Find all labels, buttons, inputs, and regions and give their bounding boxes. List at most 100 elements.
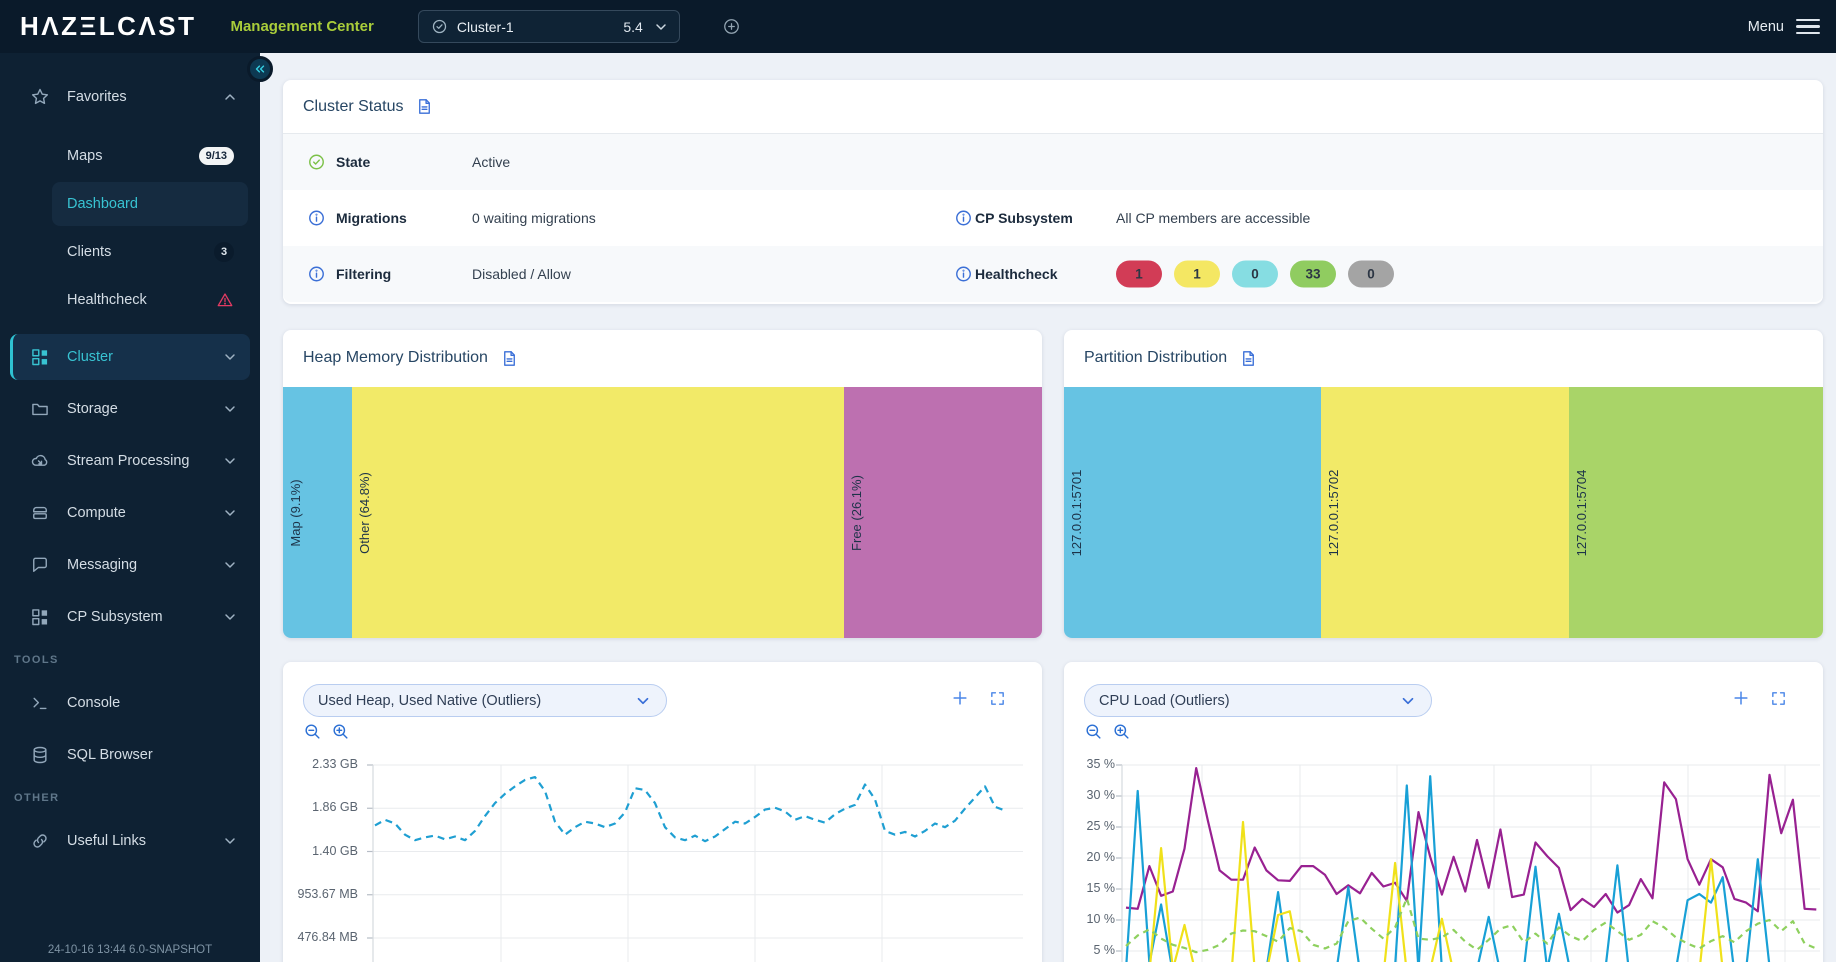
state-value: Active <box>472 154 510 170</box>
docs-link-icon[interactable] <box>1239 349 1258 368</box>
sidebar-item-label: Storage <box>67 401 222 417</box>
app-root: HΛZΞLCΛST Management Center Cluster-1 5.… <box>0 0 1836 962</box>
heap-distribution-bar: Map (9.1%)Other (64.8%) Free (26.1%) <box>283 387 1042 638</box>
sidebar-item-label: Useful Links <box>67 833 222 849</box>
sidebar-item-messaging[interactable]: Messaging <box>10 542 250 588</box>
chevron-down-icon <box>1399 692 1417 710</box>
sidebar-item-label: Favorites <box>67 89 222 105</box>
folder-icon <box>30 399 50 419</box>
fullscreen-icon[interactable] <box>989 690 1006 707</box>
cp-subsystem-value: All CP members are accessible <box>1116 210 1310 226</box>
sidebar-item-label: CP Subsystem <box>67 609 222 625</box>
healthcheck-count-badge: 33 <box>1290 261 1336 288</box>
sidebar-item-label: Stream Processing <box>67 453 222 469</box>
bar-segment: Other (64.8%) <box>352 387 844 638</box>
y-axis-tick-label: 35 % <box>1069 757 1115 771</box>
bar-segment-label: 127.0.0.1:5702 <box>1326 469 1341 556</box>
version-footer: 24-10-16 13:44 6.0-SNAPSHOT <box>0 944 260 956</box>
migrations-value: 0 waiting migrations <box>472 210 596 226</box>
bar-segment: Free (26.1%) <box>844 387 1042 638</box>
server-icon <box>30 503 50 523</box>
sidebar-item-favorites[interactable]: Favorites <box>10 74 250 120</box>
cluster-connected-icon <box>431 18 448 35</box>
zoom-out-icon[interactable] <box>1084 722 1103 741</box>
healthcheck-count-badge: 0 <box>1348 261 1394 288</box>
sidebar-item-stream-processing[interactable]: Stream Processing <box>10 438 250 484</box>
status-row-state: State Active <box>283 134 1823 190</box>
status-row-filtering-healthcheck: Filtering Disabled / Allow Healthcheck 1… <box>283 246 1823 302</box>
chevron-down-icon <box>222 609 238 625</box>
y-axis-tick-label: 476.84 MB <box>288 930 358 944</box>
sidebar-item-console[interactable]: Console <box>10 680 250 726</box>
warning-icon <box>216 291 234 309</box>
chevron-up-icon <box>222 89 238 105</box>
chevron-down-icon <box>653 19 669 35</box>
chevron-down-icon <box>634 692 652 710</box>
sidebar-item-maps[interactable]: Maps9/13 <box>52 134 248 178</box>
y-axis-tick-label: 10 % <box>1069 912 1115 926</box>
partition-distribution-card: Partition Distribution 127.0.0.1:5701127… <box>1064 330 1823 638</box>
cpu-load-chart-card: CPU Load (Outliers) 35 %30 %25 %20 %15 %… <box>1064 662 1823 962</box>
sidebar-item-sql-browser[interactable]: SQL Browser <box>10 732 250 778</box>
sidebar-item-cluster[interactable]: Cluster <box>10 334 250 380</box>
add-cluster-button[interactable] <box>722 17 741 36</box>
sidebar-item-healthcheck[interactable]: Healthcheck <box>52 278 248 322</box>
sidebar-item-label: Console <box>67 695 250 711</box>
add-chart-button[interactable] <box>950 688 970 708</box>
cluster-selector[interactable]: Cluster-1 5.4 <box>418 10 680 43</box>
chart-series-line <box>375 777 1005 841</box>
check-circle-icon <box>307 153 326 172</box>
sidebar-item-label: Cluster <box>67 349 222 365</box>
info-icon[interactable] <box>954 265 973 284</box>
sidebar-item-cp-subsystem[interactable]: CP Subsystem <box>10 594 250 640</box>
fullscreen-icon[interactable] <box>1770 690 1787 707</box>
sidebar-item-storage[interactable]: Storage <box>10 386 250 432</box>
healthcheck-count-badge: 1 <box>1116 261 1162 288</box>
sidebar-item-compute[interactable]: Compute <box>10 490 250 536</box>
metric-selector-value: CPU Load (Outliers) <box>1099 693 1230 709</box>
hazelcast-logo[interactable]: HΛZΞLCΛST <box>20 11 196 42</box>
zoom-in-icon[interactable] <box>1112 722 1131 741</box>
chevron-down-icon <box>222 349 238 365</box>
docs-link-icon[interactable] <box>500 349 519 368</box>
info-icon[interactable] <box>307 209 326 228</box>
chat-icon <box>30 555 50 575</box>
main-content: Cluster Status State Active Migrations 0… <box>260 53 1836 962</box>
sidebar-item-dashboard[interactable]: Dashboard <box>52 182 248 226</box>
hamburger-icon <box>1796 19 1820 35</box>
zoom-in-icon[interactable] <box>331 722 350 741</box>
bar-segment: Map (9.1%) <box>283 387 352 638</box>
double-chevron-left-icon <box>253 62 267 76</box>
used-heap-chart-card: Used Heap, Used Native (Outliers) 2.33 G… <box>283 662 1042 962</box>
grid-icon <box>30 347 50 367</box>
count-badge: 9/13 <box>199 147 234 165</box>
zoom-out-icon[interactable] <box>303 722 322 741</box>
chevron-down-icon <box>222 505 238 521</box>
topbar: HΛZΞLCΛST Management Center Cluster-1 5.… <box>0 0 1836 53</box>
chevron-down-icon <box>222 557 238 573</box>
y-axis-tick-label: 1.86 GB <box>288 800 358 814</box>
sidebar-item-clients[interactable]: Clients3 <box>52 230 248 274</box>
info-icon[interactable] <box>954 209 973 228</box>
menu-button[interactable]: Menu <box>1748 19 1820 35</box>
y-axis-tick-label: 20 % <box>1069 850 1115 864</box>
healthcheck-count-badge: 1 <box>1174 261 1220 288</box>
docs-link-icon[interactable] <box>415 97 434 116</box>
metric-selector-dropdown[interactable]: CPU Load (Outliers) <box>1084 684 1432 717</box>
add-chart-button[interactable] <box>1731 688 1751 708</box>
bar-segment-label: Free (26.1%) <box>849 475 864 551</box>
sidebar-section-other-section: OTHER <box>14 792 260 808</box>
y-axis-tick-label: 30 % <box>1069 788 1115 802</box>
chart-series-line <box>1126 898 1816 952</box>
y-axis-tick-label: 5 % <box>1069 943 1115 957</box>
chevron-down-icon <box>222 401 238 417</box>
y-axis-tick-label: 953.67 MB <box>288 887 358 901</box>
bar-segment-label: 127.0.0.1:5704 <box>1574 469 1589 556</box>
sidebar-collapse-button[interactable] <box>247 56 273 82</box>
cluster-status-title: Cluster Status <box>303 98 403 116</box>
partition-distribution-title: Partition Distribution <box>1084 349 1227 367</box>
sidebar-item-useful-links[interactable]: Useful Links <box>10 818 250 864</box>
info-icon[interactable] <box>307 265 326 284</box>
metric-selector-dropdown[interactable]: Used Heap, Used Native (Outliers) <box>303 684 667 717</box>
sidebar-item-label: SQL Browser <box>67 747 250 763</box>
